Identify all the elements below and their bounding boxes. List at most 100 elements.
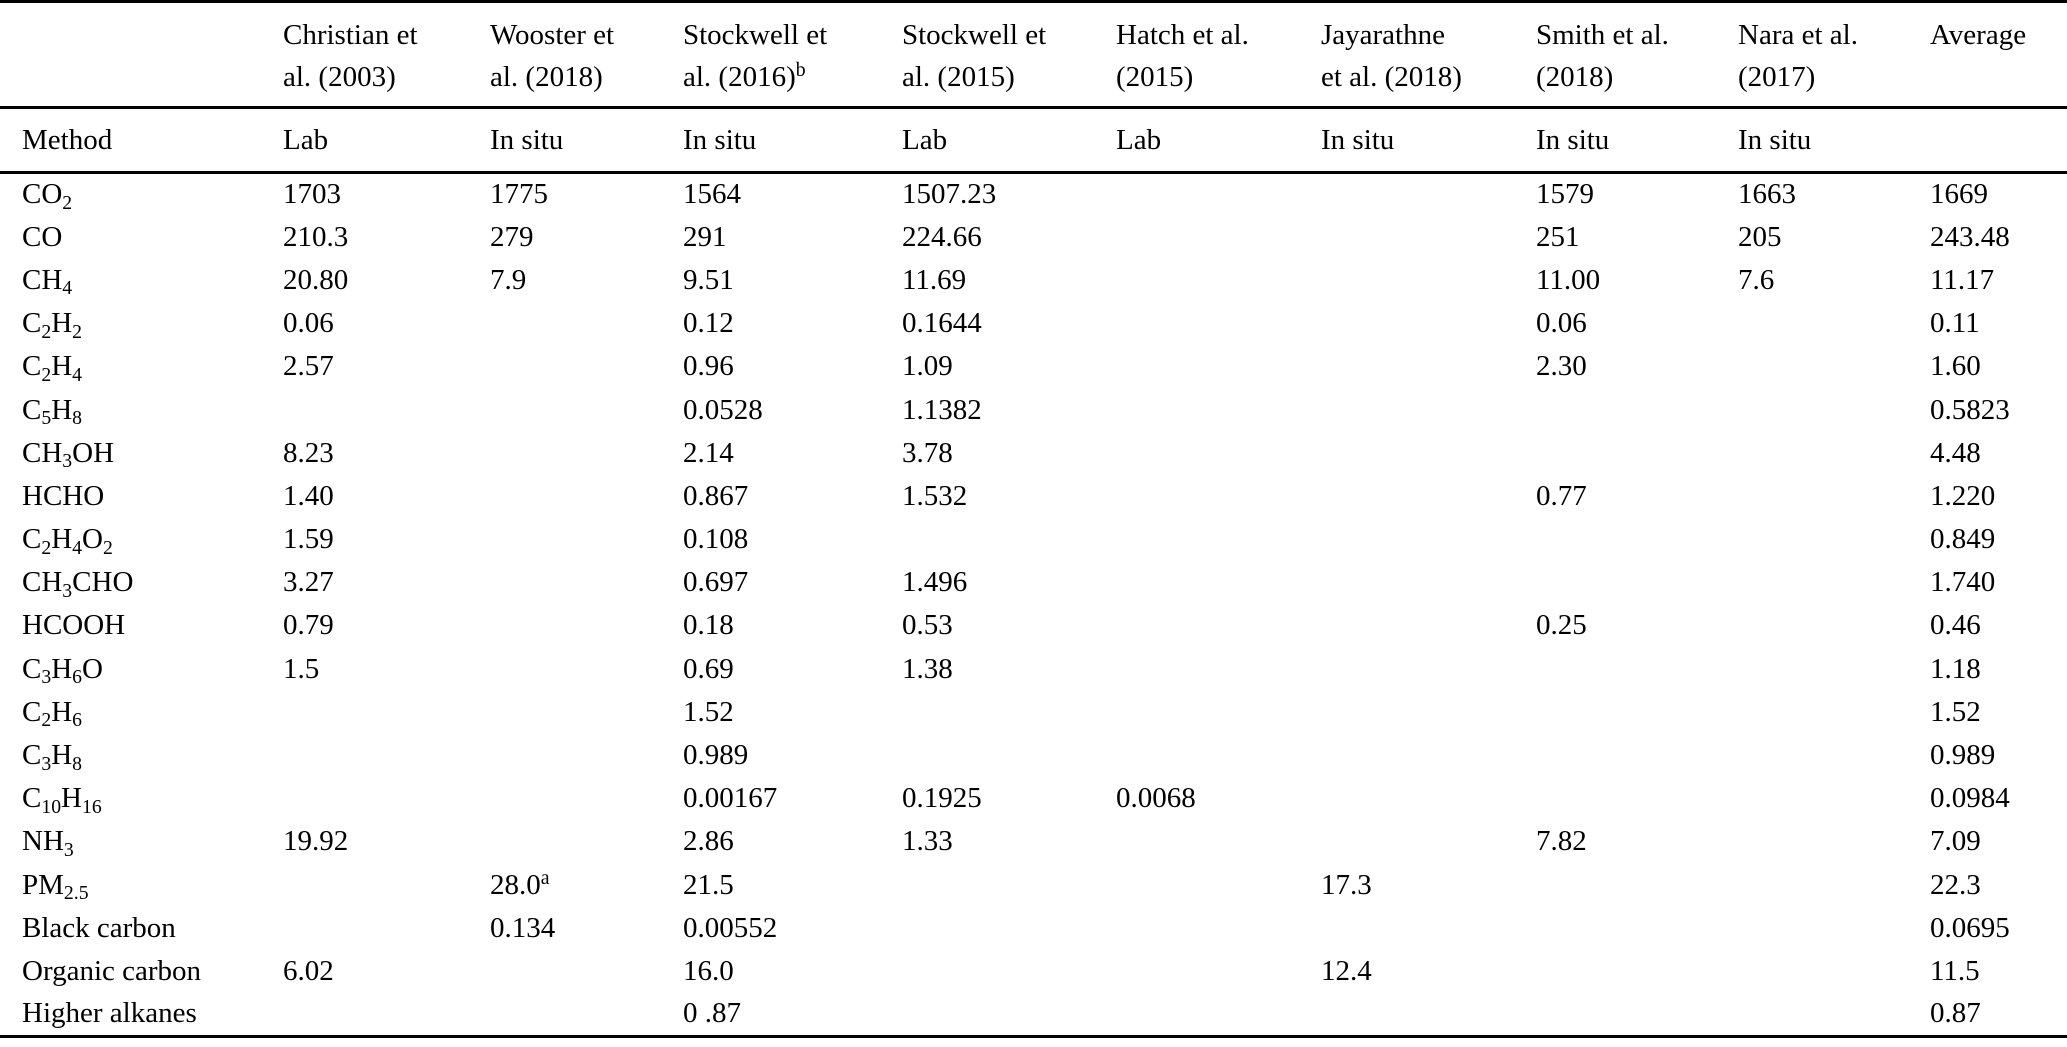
value-cell (1738, 993, 1930, 1036)
study-header-line: Jayarathne (1321, 19, 1445, 51)
value-cell (490, 345, 683, 388)
value-cell (1116, 820, 1321, 863)
value-cell (283, 864, 490, 907)
species-label: CH3OH (22, 436, 115, 473)
value-cell: 0.96 (683, 350, 734, 383)
species-label: Higher alkanes (22, 997, 197, 1030)
value-cell: 0.0984 (1930, 782, 2010, 815)
value-cell (1536, 864, 1738, 907)
value-cell: 1.496 (902, 566, 968, 599)
value-cell: 1.740 (1930, 566, 1996, 599)
study-header-line: (2015) (1116, 61, 1194, 93)
value-cell: 1669 (1930, 178, 1988, 211)
value-cell (1116, 734, 1321, 777)
value-cell: 0.867 (683, 479, 749, 512)
value-cell: 3.78 (902, 436, 953, 469)
value-cell: 1.220 (1930, 479, 1996, 512)
value-cell (1738, 950, 1930, 993)
study-header-line: Smith et al. (1536, 19, 1669, 51)
value-cell (1321, 820, 1536, 863)
value-cell: 2.86 (683, 825, 734, 858)
method-cell: Lab (902, 107, 1116, 174)
value-cell (490, 734, 683, 777)
table-row: C2H4 2.57 0.96 1.09 2.30 1.60 (0, 345, 2067, 388)
value-cell (1536, 777, 1738, 820)
value-cell (1738, 691, 1930, 734)
value-cell (902, 907, 1116, 950)
value-cell: 1.5 (283, 652, 320, 685)
value-cell (490, 691, 683, 734)
species-label: NH3 (22, 825, 74, 861)
value-cell: 1703 (283, 178, 341, 211)
study-header: Smith et al. (2018) (1536, 1, 1738, 109)
method-cell: Lab (283, 107, 490, 174)
value-cell (490, 475, 683, 518)
value-cell (1738, 864, 1930, 907)
species-label: C5H8 (22, 393, 83, 430)
value-cell (1536, 993, 1738, 1036)
value-cell (902, 950, 1116, 993)
table-row: NH3 19.92 2.86 1.33 7.82 7.09 (0, 820, 2067, 863)
value-cell (490, 648, 683, 691)
value-cell (1738, 777, 1930, 820)
study-header-line: al. (2018) (490, 61, 603, 93)
value-cell: 1.1382 (902, 393, 982, 426)
table-row: C2H4O2 1.59 0.108 0.849 (0, 518, 2067, 561)
value-cell (1116, 302, 1321, 345)
value-cell (1738, 475, 1930, 518)
value-cell (902, 734, 1116, 777)
value-cell: 11.17 (1930, 263, 1995, 296)
value-cell (283, 734, 490, 777)
value-cell (902, 518, 1116, 561)
study-header: Stockwell et al. (2016)b (683, 1, 902, 109)
value-cell (902, 691, 1116, 734)
value-cell (902, 864, 1116, 907)
value-cell (490, 604, 683, 647)
value-cell: 0.53 (902, 609, 953, 642)
value-cell (1321, 302, 1536, 345)
value-cell (283, 993, 490, 1036)
value-cell: 1507.23 (902, 178, 997, 211)
value-cell (1116, 691, 1321, 734)
value-cell: 28.0a (490, 866, 550, 901)
value-cell (1536, 691, 1738, 734)
table-row: PM2.5 28.0a 21.5 17.3 22.3 (0, 864, 2067, 907)
value-cell (1321, 345, 1536, 388)
value-cell: 7.6 (1738, 263, 1775, 296)
value-cell: 1775 (490, 178, 548, 211)
value-cell: 11.69 (902, 263, 967, 296)
value-cell (1116, 907, 1321, 950)
table-row: C5H8 0.0528 1.1382 0.5823 (0, 388, 2067, 431)
value-cell: 205 (1738, 220, 1782, 253)
value-cell (1321, 734, 1536, 777)
study-header-line: Nara et al. (1738, 19, 1858, 51)
value-cell: 0.25 (1536, 609, 1587, 642)
value-cell (1116, 216, 1321, 259)
value-cell: 0.12 (683, 307, 734, 340)
value-cell: 0.134 (490, 911, 556, 944)
study-header-line: Stockwell et (902, 19, 1047, 51)
study-header: Christian et al. (2003) (283, 1, 490, 109)
study-header-line: Average (1930, 19, 2027, 51)
value-cell: 2.14 (683, 436, 734, 469)
value-cell (1321, 604, 1536, 647)
table-row: CO2 1703 1775 1564 1507.23 1579 1663 1669 (0, 173, 2067, 216)
table-row: C3H6O 1.5 0.69 1.38 1.18 (0, 648, 2067, 691)
method-cell: In situ (1738, 107, 1930, 174)
value-cell (902, 993, 1116, 1036)
value-cell: 3.27 (283, 566, 334, 599)
value-cell: 2.30 (1536, 350, 1587, 383)
value-cell: 6.02 (283, 954, 334, 987)
method-cell: In situ (1321, 107, 1536, 174)
value-cell (1116, 518, 1321, 561)
value-cell: 1663 (1738, 178, 1796, 211)
species-label: C2H6 (22, 695, 83, 732)
species-label: HCOOH (22, 609, 126, 642)
species-label: C2H2 (22, 307, 83, 343)
value-cell: 0.06 (283, 307, 334, 340)
value-cell (283, 691, 490, 734)
value-cell (1116, 345, 1321, 388)
study-header: Nara et al. (2017) (1738, 1, 1930, 109)
value-cell: 1564 (683, 178, 741, 211)
value-cell: 0.0528 (683, 393, 763, 426)
